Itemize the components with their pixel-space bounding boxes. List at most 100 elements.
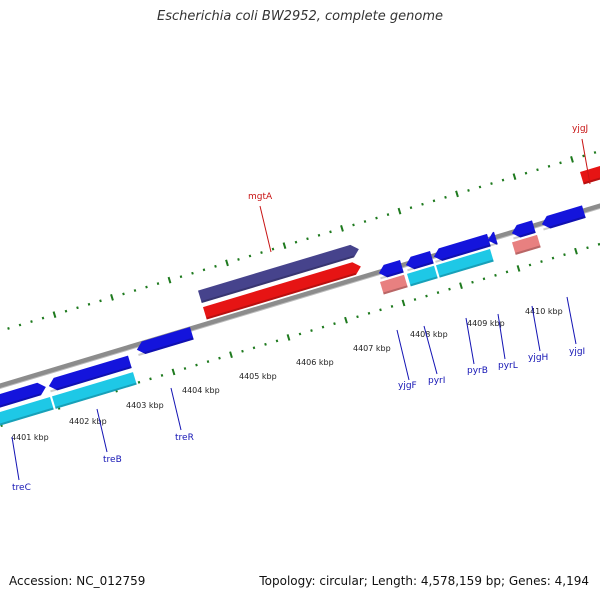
minor-tick [582, 154, 585, 158]
leader-line-pyrL [497, 313, 506, 360]
genome-stats-label: Topology: circular; Length: 4,578,159 bp… [259, 574, 589, 588]
minor-tick [333, 322, 336, 326]
minor-tick [321, 325, 325, 329]
gene-label-yjgI: yjgI [569, 347, 585, 357]
treR-feature-body [136, 327, 194, 354]
minor-tick [156, 282, 160, 286]
leader-line-treB [96, 408, 108, 453]
pyrI-cds-shade [410, 276, 438, 287]
scale-label: 4407 kbp [353, 344, 391, 353]
minor-tick [547, 164, 551, 168]
scale-label: 4403 kbp [126, 401, 164, 410]
yjgH-feature-body [511, 220, 536, 238]
minor-tick [122, 292, 125, 296]
pyrI-feature [405, 250, 434, 272]
pyrB-feature-body [433, 233, 491, 261]
treB-cds-shade [55, 382, 137, 409]
major-tick [516, 265, 521, 272]
major-tick [455, 190, 459, 198]
accession-label: Accession: NC_012759 [9, 574, 146, 588]
major-tick [459, 282, 463, 290]
minor-tick [191, 271, 194, 275]
treC-cds-shade [0, 407, 54, 428]
scale-label: 4406 kbp [296, 358, 334, 367]
minor-tick [482, 277, 486, 281]
minor-tick [275, 339, 279, 343]
mgtA-cds-shade [206, 272, 357, 320]
minor-tick [375, 216, 378, 220]
minor-tick [551, 256, 555, 260]
major-tick [52, 311, 57, 319]
leader-line-pyrI [423, 325, 438, 375]
minor-tick [298, 332, 302, 336]
treC-feature-body [0, 382, 46, 410]
minor-tick [206, 360, 210, 364]
minor-tick [536, 168, 539, 172]
pyrB-cds [436, 249, 494, 278]
minor-tick [264, 342, 267, 346]
minor-tick [559, 161, 562, 165]
minor-tick [386, 213, 390, 217]
minor-tick [413, 298, 417, 301]
leader-line-yjgF [396, 329, 410, 381]
major-tick [229, 351, 233, 359]
minor-tick [310, 329, 313, 332]
mgtA-feature [198, 244, 359, 304]
pyrL-feature-body [487, 231, 498, 245]
pyrB-feature-shade [435, 244, 491, 263]
minor-tick [145, 285, 148, 289]
gene-label-treC: treC [12, 483, 31, 493]
yjgF-feature-shade [380, 270, 404, 280]
minor-tick [390, 304, 394, 308]
gene-label-treB: treB [103, 455, 122, 465]
minor-tick [306, 237, 309, 241]
scale-label: 4401 kbp [11, 433, 49, 442]
gene-label-yjgJ: yjgJ [572, 124, 588, 134]
pyrI-cds-body [407, 265, 438, 287]
minor-tick [30, 320, 33, 323]
minor-tick [471, 280, 474, 284]
treB-cds [52, 372, 137, 409]
scale-labels: 4401 kbp 4402 kbp 4403 kbp 4404 kbp 4405 kbp… [11, 307, 563, 442]
minor-tick [241, 349, 244, 353]
minor-tick [41, 316, 45, 320]
minor-tick [593, 151, 597, 154]
gene-label-pyrL: pyrL [498, 361, 518, 371]
minor-tick [432, 199, 436, 203]
minor-tick [133, 289, 137, 292]
map-title: Escherichia coli BW2952, complete genome [157, 9, 443, 24]
scale-label: 4405 kbp [239, 372, 277, 381]
minor-tick [409, 206, 413, 210]
minor-tick [586, 246, 589, 250]
genome-backbone [0, 203, 600, 390]
leader-line-treC [11, 436, 20, 481]
yjgH-cds-shade [515, 245, 541, 255]
gene-label-yjgF: yjgF [398, 381, 417, 391]
backbone-line [0, 203, 600, 389]
gene-labels: treC treB treR mgtA yjgF pyrI pyrB pyrL yjgH yjgI… [11, 124, 591, 493]
minor-tick [183, 367, 187, 370]
minor-tick [478, 185, 482, 189]
yjgF-feature [378, 259, 404, 280]
yjgH-cds-body [512, 234, 541, 255]
leader-line-yjgH [531, 305, 541, 352]
minor-tick [87, 302, 91, 306]
scale-label: 4408 kbp [410, 330, 448, 339]
yjgH-cds [512, 234, 541, 255]
major-tick [282, 242, 287, 250]
minor-tick [329, 230, 332, 234]
pyrI-feature-body [405, 250, 434, 270]
minor-tick [528, 263, 532, 267]
minor-tick [597, 242, 600, 246]
minor-tick [218, 356, 221, 360]
yjgF-cds [380, 274, 408, 295]
scale-label: 4410 kbp [525, 307, 563, 316]
major-tick [397, 207, 402, 215]
minor-tick [448, 287, 451, 291]
pyrI-cds [407, 265, 438, 287]
gene-label-pyrI: pyrI [428, 376, 445, 386]
yjgI-feature-shade [543, 215, 586, 231]
yjgJ-cds-shade [583, 173, 600, 185]
minor-tick [444, 195, 447, 199]
minor-tick [540, 260, 543, 263]
